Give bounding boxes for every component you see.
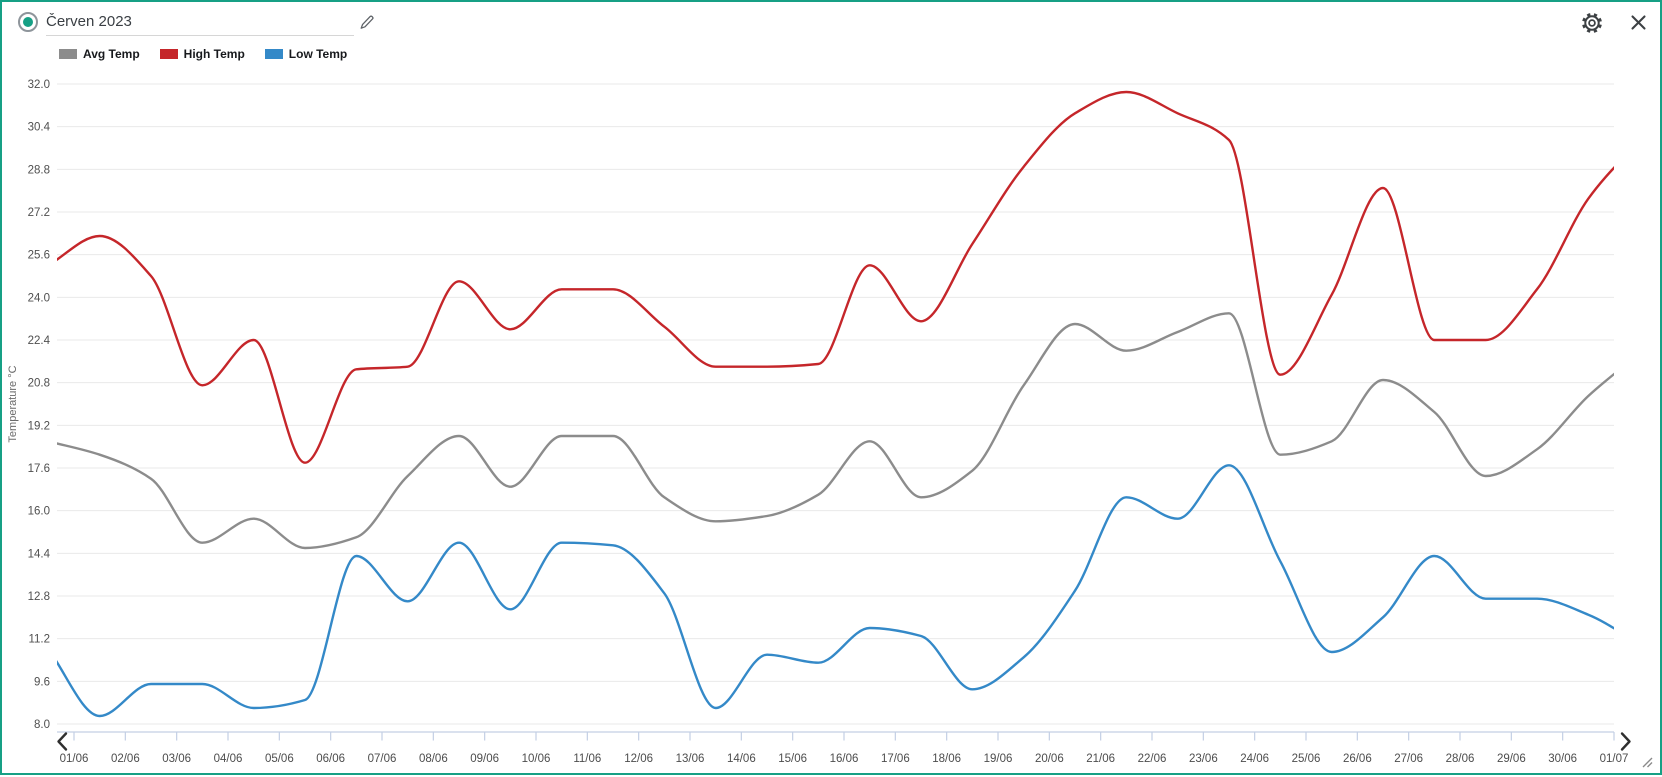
- svg-text:28/06: 28/06: [1446, 753, 1475, 765]
- svg-text:9.6: 9.6: [34, 676, 50, 688]
- legend-swatch-icon: [264, 49, 283, 59]
- scroll-right-button[interactable]: [1620, 732, 1631, 751]
- svg-text:12/06: 12/06: [624, 753, 653, 765]
- svg-text:13/06: 13/06: [676, 753, 705, 765]
- y-axis-title: Temperature °C: [7, 365, 19, 442]
- svg-text:10/06: 10/06: [522, 753, 551, 765]
- svg-text:02/06: 02/06: [111, 753, 140, 765]
- svg-text:11/06: 11/06: [573, 753, 601, 765]
- svg-text:8.0: 8.0: [34, 719, 50, 731]
- settings-button[interactable]: [1580, 11, 1604, 35]
- svg-text:32.0: 32.0: [28, 79, 50, 91]
- svg-text:09/06: 09/06: [470, 753, 499, 765]
- close-icon: [1631, 15, 1646, 30]
- svg-text:01/06: 01/06: [60, 753, 89, 765]
- series-line-low-temp: [57, 464, 1614, 718]
- svg-text:27.2: 27.2: [28, 207, 50, 219]
- legend-label: High Temp: [183, 47, 245, 61]
- svg-text:19/06: 19/06: [984, 753, 1013, 765]
- svg-text:05/06: 05/06: [265, 753, 294, 765]
- legend-item-high-temp[interactable]: High Temp: [159, 47, 245, 61]
- svg-text:16.0: 16.0: [28, 506, 50, 518]
- close-button[interactable]: [1630, 14, 1647, 31]
- svg-text:14/06: 14/06: [727, 753, 756, 765]
- svg-text:24.0: 24.0: [28, 292, 50, 304]
- svg-text:01/07: 01/07: [1600, 753, 1629, 765]
- resize-grip[interactable]: [1640, 755, 1654, 769]
- svg-text:25/06: 25/06: [1292, 753, 1321, 765]
- legend-swatch-icon: [59, 49, 77, 59]
- svg-text:29/06: 29/06: [1497, 753, 1526, 765]
- legend-item-low-temp[interactable]: Low Temp: [264, 47, 348, 61]
- svg-text:22/06: 22/06: [1138, 753, 1167, 765]
- svg-text:27/06: 27/06: [1394, 753, 1423, 765]
- series-lines: [57, 90, 1614, 718]
- x-axis-labels: 01/06 02/06 03/06 04/06 05/06 06/06 07/06 08/06…: [60, 753, 1629, 765]
- svg-text:20.8: 20.8: [28, 378, 50, 390]
- series-line-avg-temp: [57, 312, 1614, 550]
- title-input[interactable]: [46, 10, 354, 36]
- svg-text:12.8: 12.8: [28, 591, 50, 603]
- svg-text:28.8: 28.8: [28, 164, 50, 176]
- svg-text:17.6: 17.6: [28, 463, 50, 475]
- grid-lines: [57, 83, 1614, 725]
- radio-dot: [23, 17, 33, 27]
- svg-text:08/06: 08/06: [419, 753, 448, 765]
- series-line-high-temp: [57, 90, 1614, 464]
- svg-text:17/06: 17/06: [881, 753, 910, 765]
- legend-label: Low Temp: [288, 47, 348, 61]
- svg-text:19.2: 19.2: [28, 420, 50, 432]
- scroll-left-button[interactable]: [57, 732, 68, 751]
- svg-text:30/06: 30/06: [1548, 753, 1577, 765]
- svg-text:25.6: 25.6: [28, 250, 50, 262]
- svg-text:20/06: 20/06: [1035, 753, 1064, 765]
- svg-text:16/06: 16/06: [830, 753, 859, 765]
- y-axis-labels: 32.0 30.4 28.8 27.2 25.6 24.0 22.4 20.8 19.2 17.6…: [28, 79, 51, 731]
- svg-text:22.4: 22.4: [28, 335, 51, 347]
- edit-title-button[interactable]: [358, 13, 376, 31]
- legend-item-avg-temp[interactable]: Avg Temp: [59, 47, 140, 61]
- svg-text:18/06: 18/06: [932, 753, 961, 765]
- gear-icon: [1581, 12, 1603, 34]
- legend-label: Avg Temp: [83, 47, 140, 61]
- svg-text:15/06: 15/06: [778, 753, 807, 765]
- x-axis: [57, 731, 1615, 741]
- svg-text:03/06: 03/06: [162, 753, 191, 765]
- svg-text:07/06: 07/06: [368, 753, 397, 765]
- svg-text:04/06: 04/06: [214, 753, 243, 765]
- svg-text:26/06: 26/06: [1343, 753, 1372, 765]
- svg-text:21/06: 21/06: [1086, 753, 1115, 765]
- svg-text:30.4: 30.4: [28, 122, 51, 134]
- svg-text:11.2: 11.2: [28, 634, 50, 646]
- svg-text:23/06: 23/06: [1189, 753, 1218, 765]
- radio-selected-icon[interactable]: [18, 12, 38, 32]
- svg-text:06/06: 06/06: [316, 753, 345, 765]
- pencil-icon: [360, 15, 374, 29]
- svg-text:24/06: 24/06: [1240, 753, 1269, 765]
- chart-legend: Avg Temp High Temp Low Temp: [59, 47, 347, 61]
- resize-grip-icon: [1642, 757, 1653, 768]
- legend-swatch-icon: [159, 49, 178, 59]
- svg-text:14.4: 14.4: [28, 548, 51, 560]
